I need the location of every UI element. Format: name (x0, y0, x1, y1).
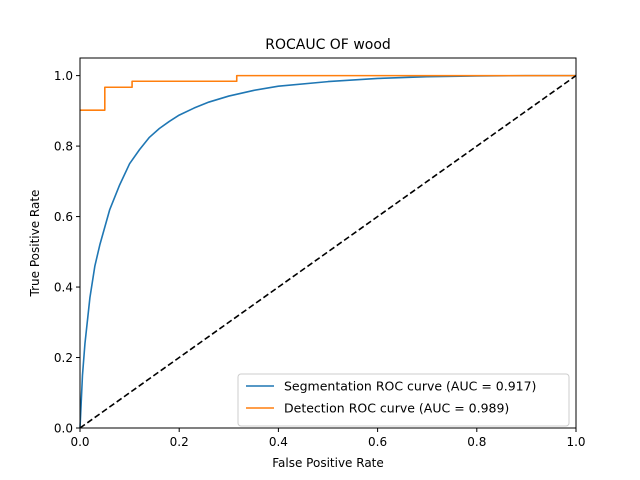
plot-area: 0.0 0.2 0.4 0.6 0.8 1.0 0.0 0.2 0.4 0.6 0.8 1.0 (54, 57, 586, 449)
chart-title: ROCAUC OF wood (265, 37, 391, 53)
x-tick-label: 0.6 (368, 435, 387, 449)
chance-diagonal-line (79, 74, 577, 429)
x-tick-label: 0.8 (467, 435, 486, 449)
x-axis-label: False Positive Rate (272, 456, 384, 470)
legend-box (237, 373, 570, 427)
series-line-2 (80, 74, 576, 111)
y-tick-label: 0.0 (54, 422, 73, 436)
y-tick-label: 0.2 (54, 351, 73, 365)
legend-label-1: Segmentation ROC curve (AUC = 0.917) (284, 379, 536, 394)
y-tick-label: 0.8 (54, 140, 73, 154)
y-tick-label: 1.0 (54, 69, 73, 83)
y-tick-label: 0.4 (54, 281, 73, 295)
x-tick-label: 0.4 (269, 435, 288, 449)
y-axis-label: True Positive Rate (28, 190, 42, 298)
legend-label-2: Detection ROC curve (AUC = 0.989) (284, 401, 509, 416)
series-line-1 (79, 74, 576, 429)
axes-frame (79, 57, 577, 429)
x-tick-label: 0.0 (70, 435, 89, 449)
y-tick-label: 0.6 (54, 210, 73, 224)
x-tick-label: 0.2 (170, 435, 189, 449)
x-tick-label: 1.0 (566, 435, 585, 449)
legend: Segmentation ROC curve (AUC = 0.917) Dete… (237, 373, 570, 427)
